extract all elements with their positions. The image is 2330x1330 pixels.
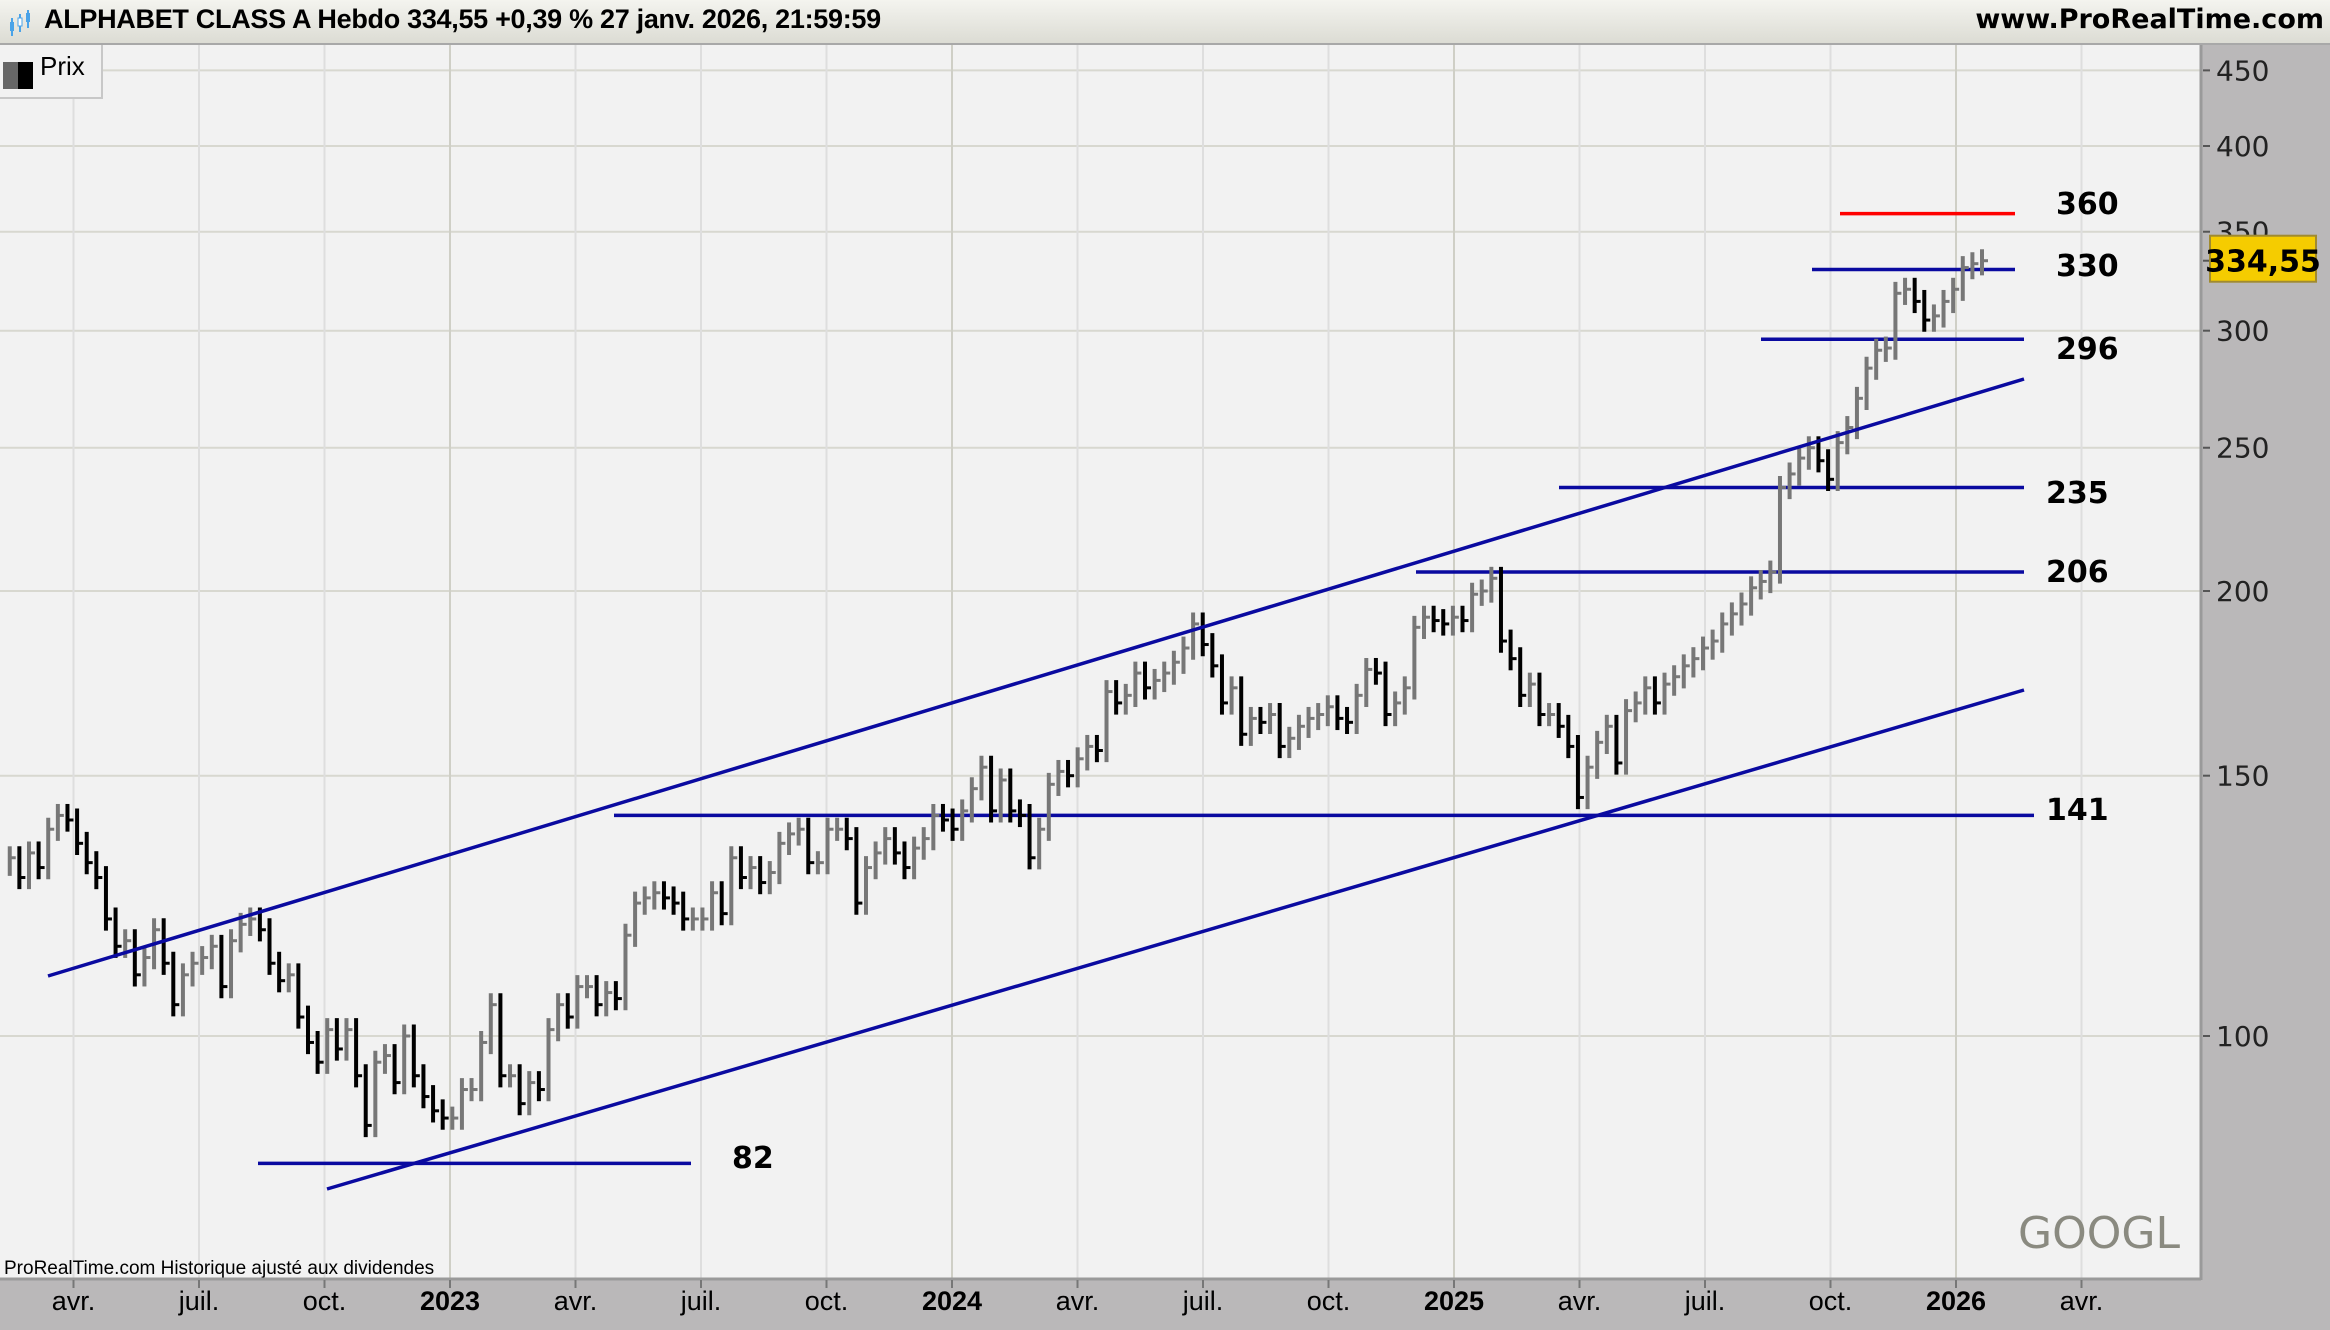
level-label-206: 206 <box>2046 555 2109 590</box>
chart-title: ALPHABET CLASS A Hebdo 334,55 +0,39 % 27… <box>44 4 881 34</box>
bar-style-icon <box>3 62 33 89</box>
x-tick-label: oct. <box>303 1286 347 1316</box>
trend-channel <box>47 377 2025 1191</box>
level-lines: 82 141 206 235 296 330 360 <box>258 187 2119 1176</box>
x-tick-label: juil. <box>1182 1286 1224 1316</box>
price-bars <box>7 249 1989 1138</box>
level-label-141: 141 <box>2046 793 2109 828</box>
level-label-82: 82 <box>732 1141 774 1176</box>
level-label-330: 330 <box>2056 249 2119 284</box>
last-price-value: 334,55 <box>2205 245 2321 280</box>
x-tick-label: oct. <box>1809 1286 1853 1316</box>
x-tick-label: avr. <box>554 1286 598 1316</box>
price-legend-label: Prix <box>40 51 85 81</box>
x-tick-label: oct. <box>805 1286 849 1316</box>
y-tick-label: 150 <box>2216 760 2269 793</box>
last-price-badge: 334,55 <box>2205 234 2321 283</box>
channel-lower-line <box>326 688 2025 1191</box>
footer-note: ProRealTime.com Historique ajusté aux di… <box>4 1258 434 1279</box>
y-tick-label: 300 <box>2216 315 2269 348</box>
plot-area[interactable] <box>0 45 2201 1278</box>
title-bar: ALPHABET CLASS A Hebdo 334,55 +0,39 % 27… <box>0 0 2330 45</box>
level-label-235: 235 <box>2046 476 2109 511</box>
x-tick-label: 2026 <box>1926 1286 1986 1316</box>
grid-lines <box>0 45 2201 1278</box>
x-tick-label: 2023 <box>420 1286 480 1316</box>
ticker-watermark: GOOGL <box>2018 1208 2180 1259</box>
candlestick-icon <box>10 10 30 36</box>
level-label-296: 296 <box>2056 332 2119 367</box>
time-axis[interactable] <box>0 1278 2201 1330</box>
x-tick-label: avr. <box>52 1286 96 1316</box>
y-tick-label: 250 <box>2216 432 2269 465</box>
y-tick-label: 400 <box>2216 130 2269 163</box>
x-tick-label: juil. <box>178 1286 220 1316</box>
x-axis-labels: avr. juil. oct. 2023 avr. juil. oct. 2024 avr. ju… <box>52 1280 2104 1316</box>
x-tick-label: avr. <box>2060 1286 2104 1316</box>
x-tick-label: avr. <box>1558 1286 1602 1316</box>
x-tick-label: avr. <box>1056 1286 1100 1316</box>
x-tick-label: 2024 <box>922 1286 982 1316</box>
x-tick-label: 2025 <box>1424 1286 1484 1316</box>
channel-upper-line <box>47 377 2025 978</box>
x-tick-label: oct. <box>1307 1286 1351 1316</box>
x-tick-label: juil. <box>1684 1286 1726 1316</box>
level-label-360: 360 <box>2056 187 2119 222</box>
x-tick-label: juil. <box>680 1286 722 1316</box>
y-tick-label: 450 <box>2216 54 2269 87</box>
price-legend[interactable]: Prix <box>0 45 103 99</box>
y-tick-label: 100 <box>2216 1020 2269 1053</box>
y-tick-label: 200 <box>2216 575 2269 608</box>
site-link[interactable]: www.ProRealTime.com <box>1975 4 2324 35</box>
